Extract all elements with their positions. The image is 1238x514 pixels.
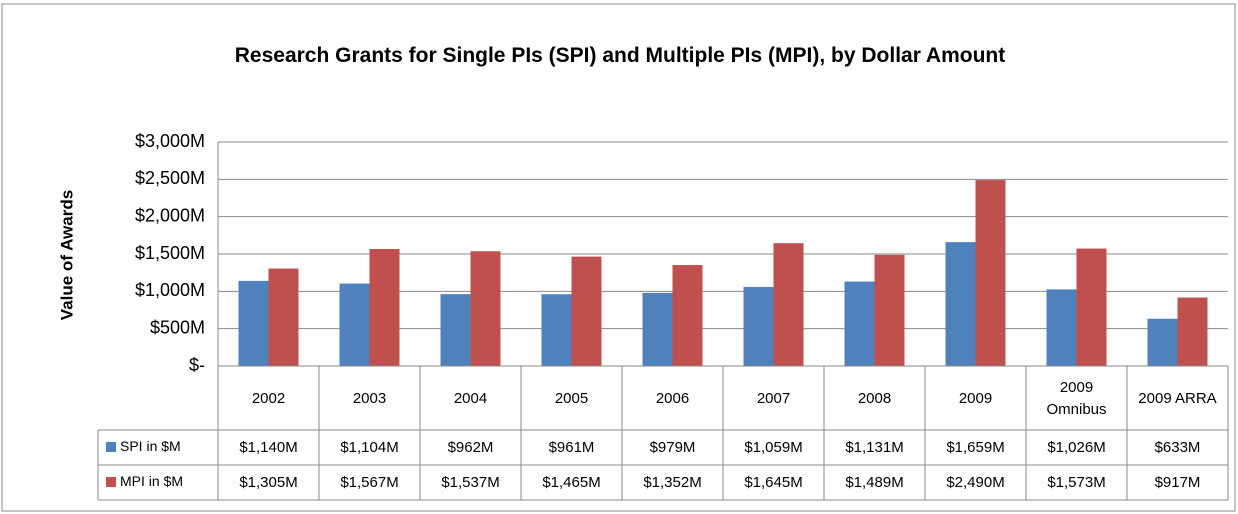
table-value: $962M (447, 439, 494, 456)
table-value: $1,537M (441, 474, 500, 491)
x-tick-label: 2003 (352, 390, 387, 407)
bar (945, 242, 976, 366)
bar (571, 256, 602, 366)
bar (743, 286, 774, 366)
table-value: $1,059M (744, 439, 803, 456)
table-value: $1,567M (340, 474, 399, 491)
y-tick-label: $- (189, 355, 205, 375)
table-value: $1,305M (239, 474, 298, 491)
table-value: $1,465M (542, 474, 601, 491)
table-value: $1,140M (239, 439, 298, 456)
y-tick-label: $3,000M (135, 131, 205, 151)
y-tick-label: $2,000M (135, 205, 205, 225)
bar (470, 251, 501, 366)
legend-label: SPI in $M (120, 438, 181, 454)
table-value: $1,489M (845, 474, 904, 491)
bar (440, 294, 471, 366)
table-value: $1,573M (1047, 474, 1106, 491)
bar (642, 292, 673, 366)
chart-border (1, 3, 1236, 512)
y-tick-label: $500M (150, 317, 205, 337)
y-tick-label: $1,500M (135, 243, 205, 263)
x-tick-label: 2004 (453, 390, 488, 407)
bar (541, 294, 572, 366)
table-value: $1,645M (744, 474, 803, 491)
bar (369, 248, 400, 366)
bar (874, 254, 905, 366)
bar (268, 268, 299, 366)
legend-key (106, 477, 116, 487)
legend-label: MPI in $M (120, 473, 184, 489)
x-tick-label: 2009 ARRA (1138, 390, 1217, 407)
table-value: $633M (1154, 439, 1201, 456)
y-tick-label: $2,500M (135, 168, 205, 188)
x-tick-label: 2005 (554, 390, 589, 407)
y-tick-label: $1,000M (135, 280, 205, 300)
bar (339, 283, 370, 366)
x-tick-label: 2006 (655, 390, 690, 407)
bar (1046, 289, 1077, 366)
bar (1177, 297, 1208, 366)
bar (1147, 318, 1178, 366)
x-tick-label: 2009 Omnibus (1046, 379, 1107, 418)
table-value: $2,490M (946, 474, 1005, 491)
table-value: $1,352M (643, 474, 702, 491)
bar (238, 280, 269, 366)
table-value: $979M (649, 439, 696, 456)
legend-key (106, 442, 116, 452)
table-value: $1,104M (340, 439, 399, 456)
bar (1076, 248, 1107, 366)
x-tick-label: 2002 (251, 390, 286, 407)
bar (773, 243, 804, 366)
table-value: $1,659M (946, 439, 1005, 456)
bar (672, 265, 703, 366)
table-value: $961M (548, 439, 595, 456)
table-value: $1,026M (1047, 439, 1106, 456)
bar (975, 180, 1006, 366)
y-axis-label: Value of Awards (57, 190, 76, 320)
bar (844, 281, 875, 366)
table-value: $1,131M (845, 439, 904, 456)
x-tick-label: 2009 (958, 390, 993, 407)
chart-title: Research Grants for Single PIs (SPI) and… (234, 44, 1006, 67)
x-tick-label: 2008 (857, 390, 892, 407)
table-value: $917M (1154, 474, 1201, 491)
x-tick-label: 2007 (756, 390, 791, 407)
